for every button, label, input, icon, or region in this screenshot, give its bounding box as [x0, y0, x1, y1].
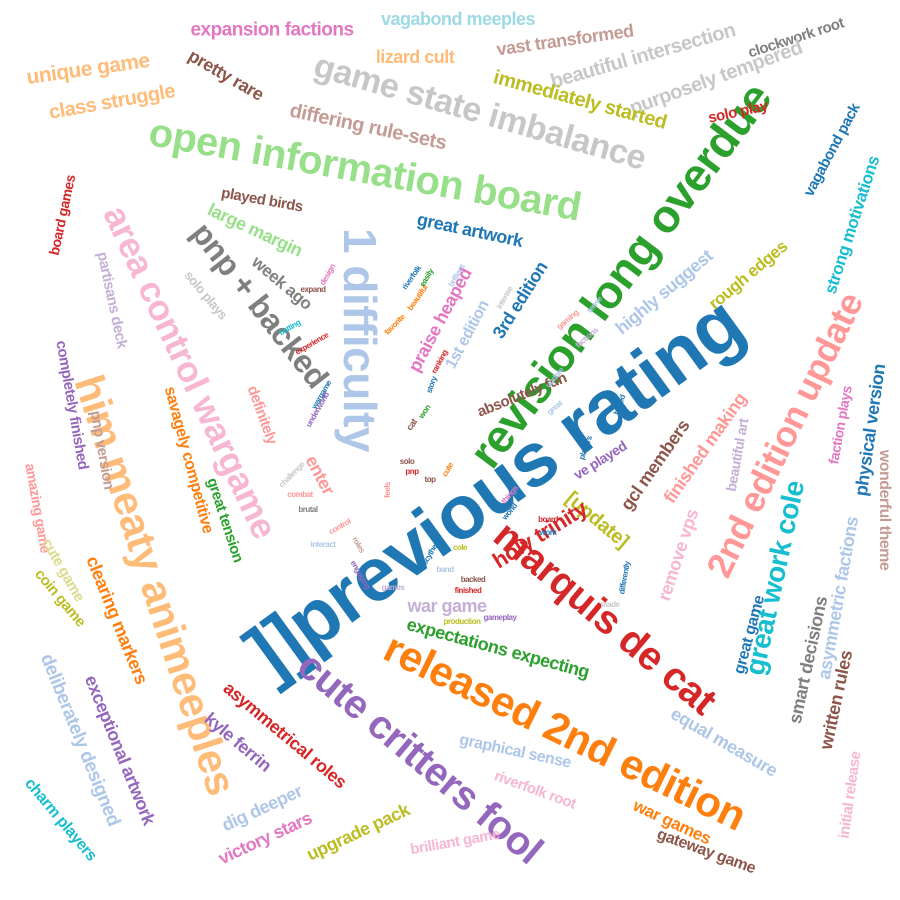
word: differently: [617, 560, 632, 596]
word: war game: [407, 596, 487, 616]
word: unique game: [24, 48, 152, 90]
word: 1 difficulty: [334, 227, 386, 453]
word: gameplay: [483, 613, 517, 622]
word: initial release: [835, 750, 865, 840]
word: work: [539, 528, 557, 537]
word: pretty rare: [184, 45, 268, 105]
word: beautiful: [405, 283, 430, 313]
word: cat: [404, 417, 419, 433]
word: expansion factions: [190, 19, 354, 41]
word: charm players: [21, 775, 100, 865]
word: made: [600, 600, 620, 609]
word: feels: [383, 482, 392, 498]
word: faction plays: [825, 384, 855, 466]
word: vagabond pack: [800, 100, 864, 200]
word: top: [424, 475, 436, 484]
word: production: [443, 617, 481, 626]
word: strong motivations: [820, 153, 884, 297]
word: pnp: [405, 467, 419, 476]
word: rough edges: [704, 236, 792, 314]
word: control: [327, 516, 353, 537]
word: definitely: [243, 383, 281, 447]
word: upgrade pack: [303, 799, 413, 865]
word: remove vps: [653, 506, 703, 604]
word: games: [381, 583, 405, 592]
word: combat: [287, 490, 313, 499]
word: backed: [460, 575, 486, 584]
word: favorite: [382, 312, 407, 337]
word: board: [538, 515, 558, 524]
word: finished: [454, 586, 482, 595]
word: board games: [45, 173, 79, 257]
word: brutal: [298, 505, 318, 514]
word: won: [416, 403, 433, 421]
word: vagabond meeples: [380, 9, 536, 29]
word: band: [436, 565, 454, 574]
word: lizard cult: [375, 47, 455, 67]
word: wonderful theme: [876, 449, 893, 571]
word: expand: [300, 285, 326, 294]
word: challenge: [277, 460, 307, 490]
word: brilliant game: [408, 825, 502, 859]
word: story: [424, 375, 439, 395]
word: solo: [399, 457, 415, 466]
word: interact: [310, 540, 336, 549]
word: cole: [452, 543, 468, 552]
